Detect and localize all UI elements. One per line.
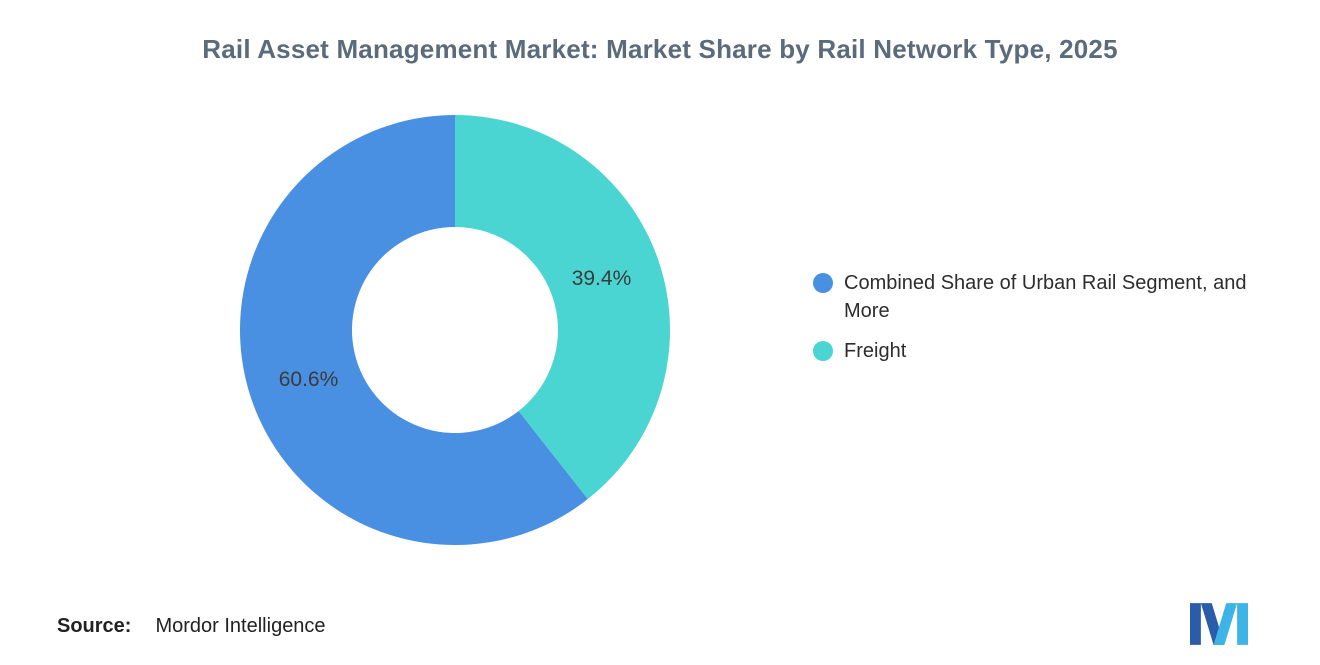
logo-m-icon xyxy=(1190,603,1248,645)
legend-swatch-icon xyxy=(813,341,833,361)
legend-label: Freight xyxy=(844,340,907,362)
donut-slice-1[interactable] xyxy=(239,115,588,546)
legend-item-1[interactable]: Combined Share of Urban Rail Segment, an… xyxy=(813,269,1294,325)
mordor-intelligence-logo xyxy=(1190,600,1248,648)
logo-shape-light xyxy=(1237,603,1248,645)
donut-slice-2[interactable] xyxy=(455,115,670,500)
legend-item-2[interactable]: Freight xyxy=(813,337,1294,365)
logo-shape-light xyxy=(1213,603,1238,645)
slice-data-label: 39.4% xyxy=(572,267,632,290)
slice-data-label: 60.6% xyxy=(279,368,339,391)
chart-title: Rail Asset Management Market: Market Sha… xyxy=(202,34,1118,64)
source-line: Source: Mordor Intelligence xyxy=(57,615,326,638)
logo-shape-dark xyxy=(1190,603,1201,645)
legend-swatch-icon xyxy=(813,273,833,293)
source-value: Mordor Intelligence xyxy=(155,615,326,637)
legend-label: Combined Share of Urban Rail Segment, an… xyxy=(844,272,1247,322)
source-label: Source: xyxy=(57,615,132,637)
chart-legend: Combined Share of Urban Rail Segment, an… xyxy=(813,269,1294,365)
